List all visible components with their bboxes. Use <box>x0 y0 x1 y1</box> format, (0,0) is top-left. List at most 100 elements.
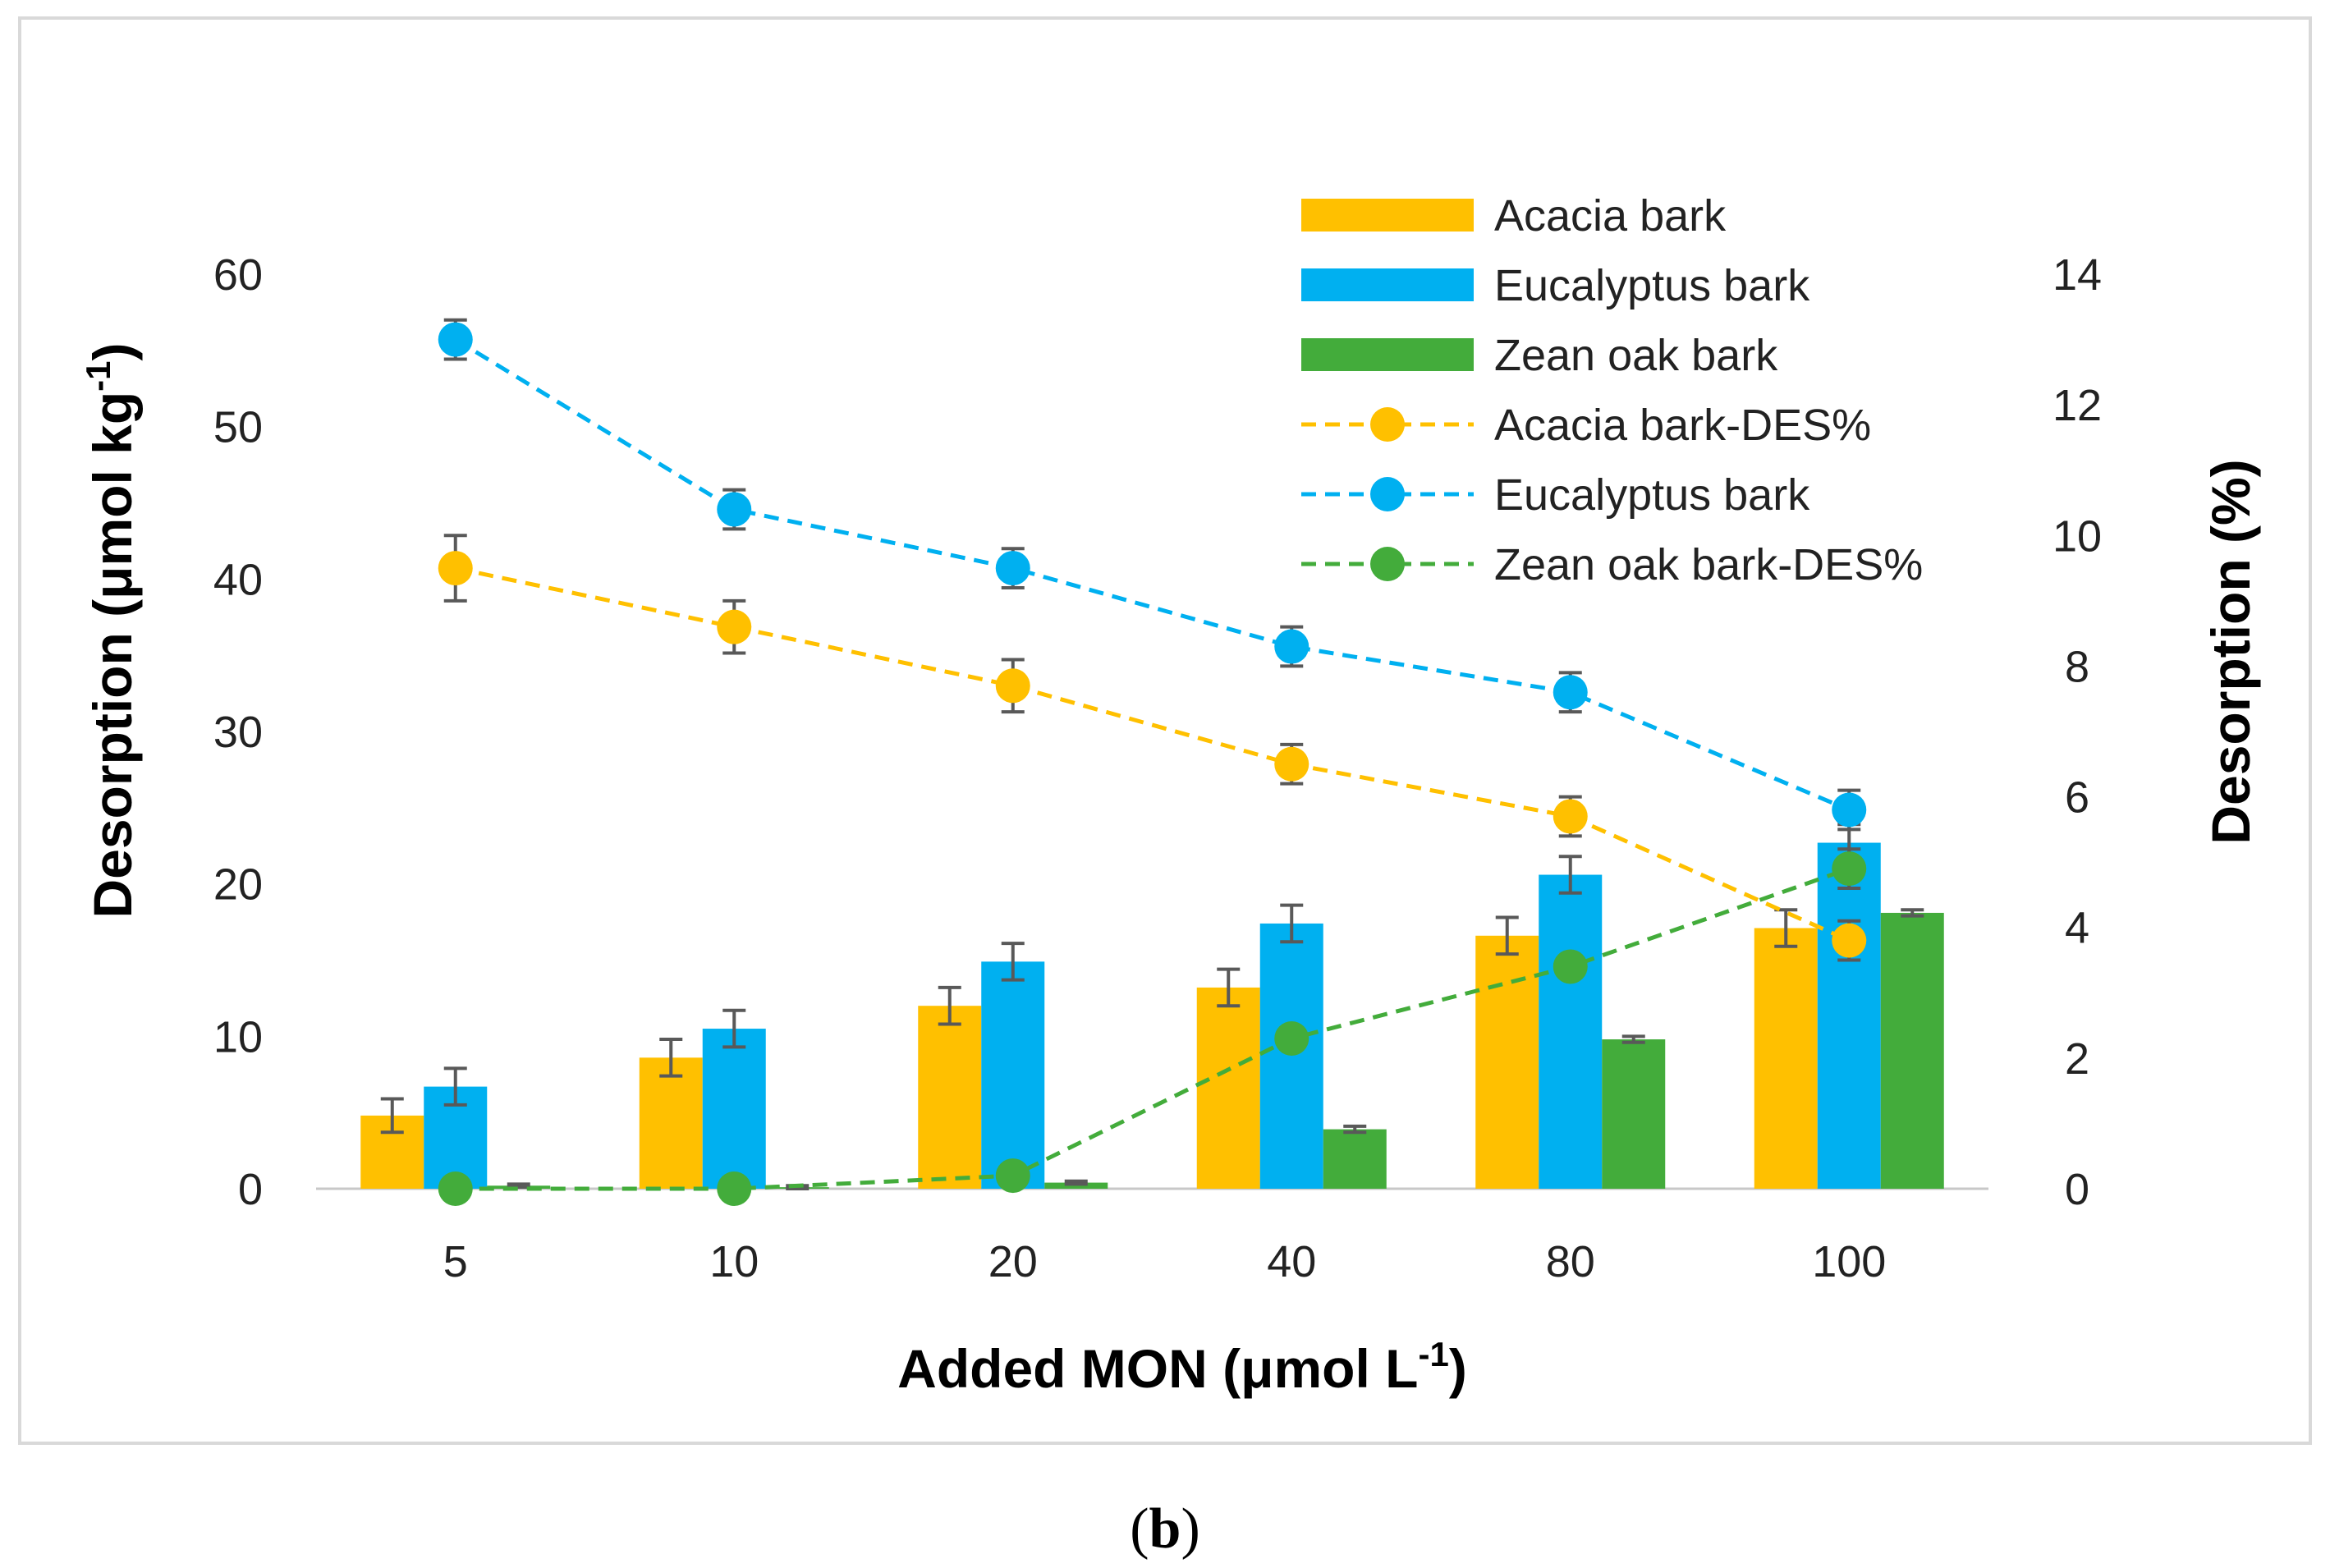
legend-label: Eucalyptus bark <box>1494 470 1810 520</box>
data-point <box>717 609 752 644</box>
legend-label: Zean oak bark <box>1494 331 1778 380</box>
bar <box>1539 874 1603 1189</box>
y-tick-label: 60 <box>213 250 263 300</box>
y2-tick-label: 14 <box>2053 250 2102 300</box>
bar-error-bar <box>1343 1124 1367 1135</box>
x-axis-title-end: ) <box>1449 1338 1467 1399</box>
y-tick-label: 30 <box>213 708 263 757</box>
x-tick-label: 80 <box>1546 1237 1595 1286</box>
series-line <box>455 566 1851 942</box>
y2-axis-ticks: 0 2 4 6 8 10 12 14 <box>2053 250 2102 1214</box>
bar <box>1323 1129 1387 1189</box>
legend-entry: Zean oak bark-DES% <box>1301 540 1923 589</box>
bar <box>1475 935 1539 1189</box>
caption-open: ( <box>1130 1497 1149 1561</box>
bar <box>639 1057 703 1189</box>
data-point <box>1553 675 1588 710</box>
y-tick-label: 50 <box>213 403 263 452</box>
bar-error-bar <box>380 1097 404 1135</box>
data-point <box>438 322 473 357</box>
bar <box>1196 987 1260 1189</box>
bar-error-bar <box>1217 967 1241 1008</box>
bar-error-bar <box>722 1008 746 1049</box>
data-point <box>1832 851 1867 887</box>
y-axis-ticks: 0 10 20 30 40 50 60 <box>213 250 263 1214</box>
legend-label: Acacia bark-DES% <box>1494 401 1871 450</box>
bar <box>702 1029 766 1189</box>
legend-marker <box>1370 547 1405 581</box>
x-axis-ticks: 5 10 20 40 80 100 <box>443 1237 1887 1286</box>
data-point <box>717 492 752 527</box>
y2-tick-label: 4 <box>2065 904 2089 953</box>
y2-tick-label: 8 <box>2065 642 2089 691</box>
y-axis-title-text: Desorption (μmol kg <box>82 392 143 919</box>
data-point <box>995 668 1030 704</box>
x-tick-label: 5 <box>443 1237 468 1286</box>
x-tick-label: 20 <box>988 1237 1038 1286</box>
y2-tick-label: 6 <box>2065 773 2089 823</box>
bar <box>918 1006 982 1189</box>
x-axis-title-sup: -1 <box>1418 1335 1448 1373</box>
bar <box>981 961 1045 1189</box>
bar-error-bar <box>1901 908 1924 918</box>
bar-error-bar <box>1001 942 1025 982</box>
data-point <box>1832 923 1867 958</box>
bar-error-bar <box>938 985 961 1026</box>
legend: Acacia bark Eucalyptus bark Zean oak bark A… <box>1301 191 1923 589</box>
bar-series-2 <box>487 908 1944 1190</box>
bar <box>1259 923 1323 1189</box>
legend-marker <box>1370 477 1405 511</box>
y-tick-label: 40 <box>213 555 263 604</box>
y-axis-title: Desorption (μmol kg-1) <box>79 342 143 918</box>
line-series-0 <box>438 534 1867 962</box>
bar-error-bar <box>443 1066 467 1107</box>
data-point <box>995 551 1030 586</box>
x-axis-title-text: Added MON (μmol L <box>897 1338 1418 1399</box>
data-point <box>438 551 473 586</box>
bar <box>1880 912 1944 1189</box>
data-point <box>438 1171 473 1206</box>
bar-error-bar <box>1280 903 1304 944</box>
bar <box>1754 928 1818 1189</box>
y-axis-title-sup: -1 <box>79 360 117 391</box>
figure-caption: (b) <box>1130 1497 1200 1561</box>
y-tick-label: 20 <box>213 860 263 910</box>
bar-series-0 <box>360 908 1818 1189</box>
y-tick-label: 0 <box>238 1165 263 1214</box>
y2-axis-title: Desorption (%) <box>2200 459 2261 844</box>
data-point <box>995 1158 1030 1194</box>
line-series <box>438 318 1867 1206</box>
legend-label: Zean oak bark-DES% <box>1494 540 1923 589</box>
x-tick-label: 10 <box>709 1237 759 1286</box>
y-tick-label: 10 <box>213 1012 263 1061</box>
bar-series-1 <box>424 823 1881 1189</box>
legend-entry: Acacia bark <box>1301 191 1727 241</box>
bar-error-bar <box>1558 855 1582 895</box>
legend-label: Eucalyptus bark <box>1494 261 1810 310</box>
legend-swatch <box>1301 199 1474 232</box>
caption-letter: b <box>1149 1497 1181 1561</box>
line-series-2 <box>438 847 1867 1206</box>
bar <box>1817 842 1881 1189</box>
x-tick-label: 40 <box>1267 1237 1316 1286</box>
legend-entry: Acacia bark-DES% <box>1301 401 1871 450</box>
data-point <box>1274 746 1309 782</box>
bar-error-bar <box>1064 1179 1088 1186</box>
y2-tick-label: 12 <box>2053 381 2102 430</box>
data-point <box>1553 949 1588 984</box>
bar-error-bar <box>1495 915 1519 956</box>
caption-close: ) <box>1181 1497 1199 1561</box>
data-point <box>1553 799 1588 834</box>
data-point <box>717 1171 752 1206</box>
legend-entry: Eucalyptus bark <box>1301 261 1810 310</box>
y2-tick-label: 10 <box>2053 511 2102 561</box>
legend-entry: Zean oak bark <box>1301 331 1778 380</box>
data-point <box>1274 1020 1309 1056</box>
bar-error-bar <box>1621 1034 1645 1044</box>
data-point <box>1832 792 1867 828</box>
bar-series <box>360 823 1944 1190</box>
bar-error-bar <box>659 1038 683 1078</box>
y2-tick-label: 0 <box>2065 1165 2089 1214</box>
legend-entry: Eucalyptus bark <box>1301 470 1810 520</box>
bar <box>1602 1039 1666 1189</box>
